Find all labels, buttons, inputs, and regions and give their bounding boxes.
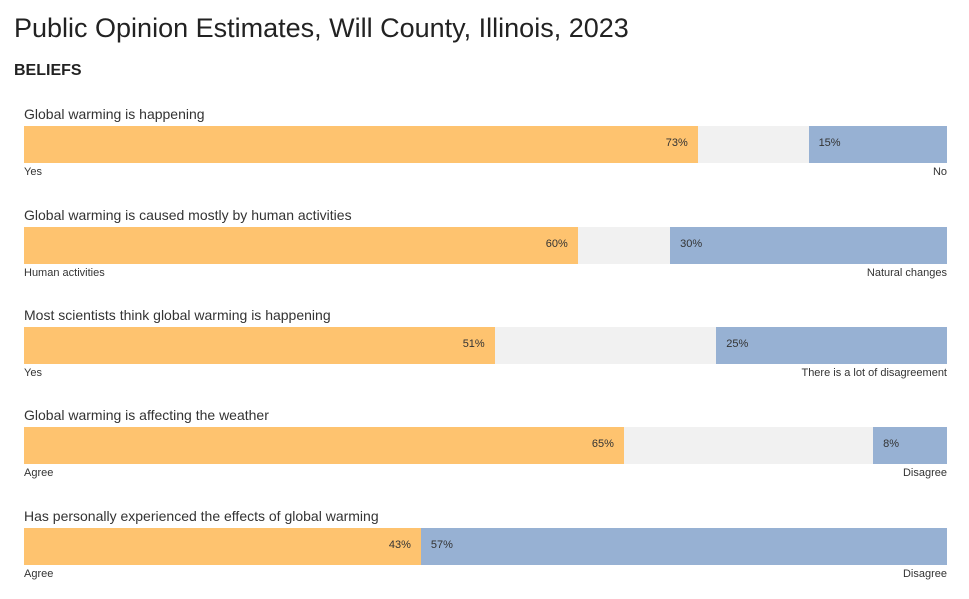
- row-question: Global warming is affecting the weather: [24, 407, 269, 423]
- right-value-label: 15%: [818, 137, 841, 149]
- bar-track: 43% 57%: [24, 528, 947, 565]
- left-bar[interactable]: 73%: [24, 126, 698, 163]
- right-category-label: No: [932, 166, 947, 178]
- right-value-label: 8%: [883, 438, 900, 450]
- left-bar[interactable]: 65%: [24, 427, 624, 464]
- chart-row: Global warming is caused mostly by human…: [24, 207, 947, 287]
- left-category-label: Agree: [24, 568, 54, 580]
- left-value-label: 73%: [665, 137, 688, 149]
- right-category-label: Natural changes: [866, 267, 947, 279]
- left-category-label: Human activities: [24, 267, 105, 279]
- right-value-label: 30%: [680, 238, 703, 250]
- bar-track: 65% 8%: [24, 427, 947, 464]
- left-bar[interactable]: 51%: [24, 327, 495, 364]
- left-category-label: Agree: [24, 467, 54, 479]
- right-value-label: 25%: [726, 338, 749, 350]
- left-category-label: Yes: [24, 367, 42, 379]
- left-bar[interactable]: 43%: [24, 528, 421, 565]
- left-value-label: 65%: [591, 438, 614, 450]
- page-title: Public Opinion Estimates, Will County, I…: [14, 13, 629, 43]
- right-category-label: Disagree: [902, 467, 947, 479]
- chart-row: Has personally experienced the effects o…: [24, 508, 947, 588]
- right-bar[interactable]: 30%: [670, 227, 947, 264]
- chart-row: Most scientists think global warming is …: [24, 307, 947, 387]
- row-question: Most scientists think global warming is …: [24, 307, 331, 323]
- left-value-label: 60%: [545, 238, 568, 250]
- left-value-label: 43%: [388, 539, 411, 551]
- bar-track: 73% 15%: [24, 126, 947, 163]
- bar-track: 51% 25%: [24, 327, 947, 364]
- right-bar[interactable]: 15%: [808, 126, 947, 163]
- row-question: Has personally experienced the effects o…: [24, 508, 379, 524]
- left-bar[interactable]: 60%: [24, 227, 578, 264]
- bar-track: 60% 30%: [24, 227, 947, 264]
- right-category-label: Disagree: [902, 568, 947, 580]
- section-title: BELIEFS: [14, 62, 82, 79]
- right-bar[interactable]: 8%: [873, 427, 947, 464]
- chart-row: Global warming is affecting the weather …: [24, 407, 947, 487]
- left-category-label: Yes: [24, 166, 42, 178]
- chart-row: Global warming is happening 73% 15% Yes …: [24, 106, 947, 186]
- right-category-label: There is a lot of disagreement: [801, 367, 947, 379]
- row-question: Global warming is happening: [24, 106, 205, 122]
- right-value-label: 57%: [430, 539, 453, 551]
- right-bar[interactable]: 25%: [716, 327, 947, 364]
- left-value-label: 51%: [462, 338, 485, 350]
- row-question: Global warming is caused mostly by human…: [24, 207, 352, 223]
- right-bar[interactable]: 57%: [420, 528, 947, 565]
